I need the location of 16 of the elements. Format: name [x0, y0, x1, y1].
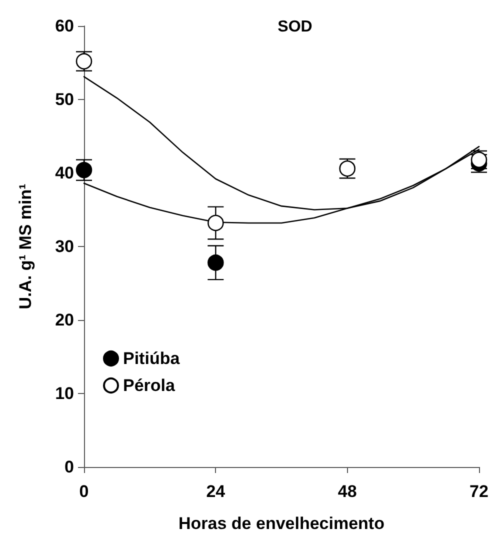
legend-label: Pitiúba [123, 349, 180, 368]
x-tick-label: 72 [470, 482, 488, 501]
chart-title: SOD [278, 18, 312, 36]
y-tick-label: 0 [64, 458, 74, 476]
y-axis-title: U.A. g¹ MS min¹ [16, 183, 35, 310]
x-axis-title: Horas de envelhecimento [178, 514, 384, 533]
x-tick-label: 0 [79, 482, 89, 501]
y-tick-label: 40 [55, 164, 74, 182]
x-tick-label: 24 [206, 482, 226, 501]
y-tick-label: 50 [55, 90, 74, 109]
y-tick-label: 60 [55, 16, 74, 36]
legend-label: Pérola [123, 376, 176, 395]
y-tick-label: 20 [55, 310, 74, 330]
y-tick-label: 30 [55, 237, 74, 256]
y-tick-label: 10 [55, 384, 74, 403]
x-tick-label: 48 [338, 482, 357, 501]
